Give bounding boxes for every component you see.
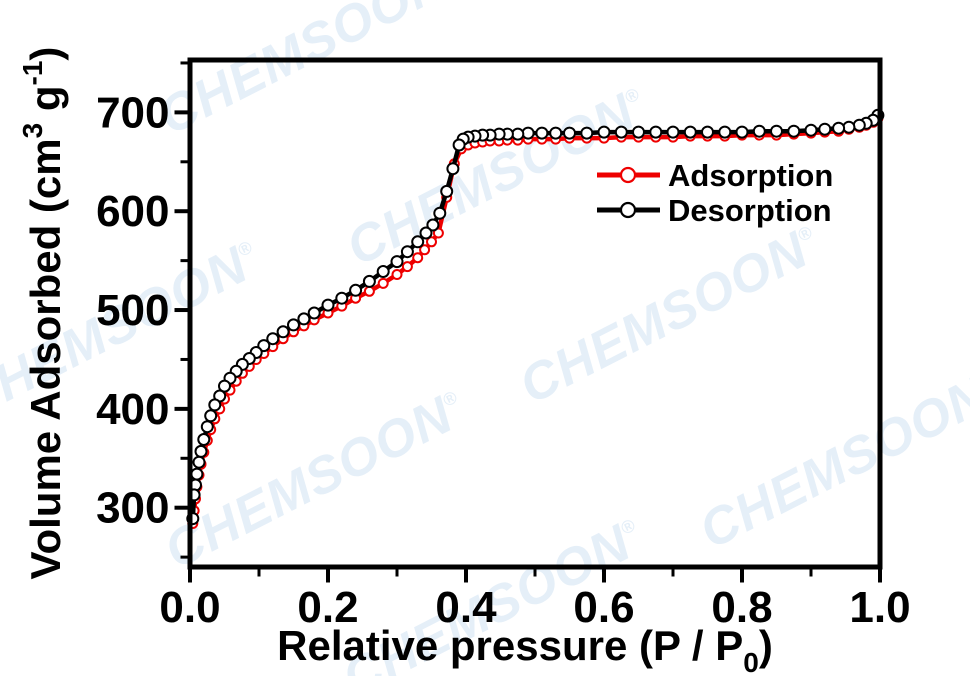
- desorption-marker: [190, 467, 204, 481]
- desorption-marker: [390, 255, 404, 269]
- adsorption-marker: [377, 277, 389, 289]
- adsorption-marker: [412, 252, 424, 264]
- desorption-marker: [433, 206, 447, 220]
- desorption-marker: [204, 409, 218, 423]
- adsorption-marker: [432, 227, 444, 239]
- desorption-marker: [307, 306, 321, 320]
- desorption-marker: [535, 126, 549, 140]
- desorption-marker: [376, 265, 390, 278]
- x-axis-title: Relative pressure (P / P0​): [277, 622, 773, 676]
- desorption-marker: [335, 291, 349, 305]
- desorption-marker: [297, 312, 311, 326]
- desorption-marker: [321, 298, 335, 312]
- y-axis-title: Volume Adsorbed (cm3​ g-1​): [17, 47, 69, 580]
- desorption-marker: [832, 121, 846, 135]
- adsorption-marker: [391, 269, 403, 280]
- desorption-marker: [770, 124, 783, 138]
- desorption-marker: [200, 420, 214, 434]
- chemsoon-watermark: CHEMSOON®: [156, 379, 475, 580]
- desorption-marker: [511, 127, 525, 141]
- chemsoon-watermark: CHEMSOON®: [691, 359, 970, 560]
- desorption-marker: [521, 126, 535, 140]
- desorption-marker: [452, 138, 466, 152]
- desorption-marker: [411, 235, 425, 249]
- y-tick-label: 300: [96, 484, 169, 533]
- y-tick-label: 400: [96, 385, 169, 434]
- legend-marker-desorption: [619, 201, 637, 219]
- desorption-marker: [287, 318, 300, 332]
- desorption-marker: [852, 118, 866, 132]
- desorption-marker: [549, 126, 563, 140]
- desorption-marker: [362, 274, 376, 288]
- desorption-marker: [197, 433, 211, 446]
- desorption-marker: [632, 125, 645, 139]
- legend-marker-adsorption: [619, 166, 637, 184]
- desorption-marker: [446, 162, 460, 176]
- desorption-marker: [426, 218, 440, 232]
- desorption-marker: [701, 125, 714, 139]
- desorption-marker: [276, 325, 290, 339]
- legend-label-adsorption: Adsorption: [668, 158, 833, 193]
- desorption-marker: [597, 125, 611, 139]
- desorption-marker: [266, 332, 280, 346]
- y-tick-label: 600: [96, 187, 169, 236]
- desorption-marker: [649, 125, 663, 139]
- adsorption-marker: [401, 261, 413, 273]
- desorption-marker: [787, 124, 801, 138]
- adsorption-marker: [419, 244, 431, 256]
- chemsoon-watermark: CHEMSOON®: [511, 214, 830, 415]
- y-tick-label: 500: [96, 286, 169, 335]
- desorption-marker: [614, 125, 628, 139]
- x-tick-label: 0.0: [159, 583, 220, 632]
- desorption-marker: [192, 455, 206, 469]
- plot-border: [187, 57, 883, 570]
- y-tick-label: 700: [96, 88, 169, 137]
- desorption-marker: [194, 444, 208, 458]
- x-tick-label: 0.8: [711, 583, 772, 632]
- desorption-marker: [683, 125, 697, 139]
- x-tick-label: 1.0: [849, 583, 910, 632]
- chemsoon-watermark: CHEMSOON®: [150, 0, 469, 146]
- desorption-marker: [752, 124, 766, 138]
- desorption-marker: [218, 379, 231, 393]
- desorption-marker: [419, 226, 433, 240]
- desorption-marker: [818, 122, 832, 136]
- desorption-marker: [440, 184, 454, 198]
- desorption-marker: [580, 126, 594, 140]
- adsorption-marker: [363, 285, 375, 297]
- desorption-marker: [666, 125, 680, 139]
- axes-layer: 0.0 0.2 0.4 0.6 0.8 1.0 300 400 500 600 700 Relativ…: [17, 47, 911, 678]
- desorption-marker: [718, 125, 732, 139]
- desorption-marker: [563, 126, 576, 140]
- series-layer: [186, 108, 885, 529]
- desorption-marker: [804, 123, 818, 137]
- desorption-marker: [208, 398, 222, 412]
- adsorption-marker: [426, 236, 437, 248]
- desorption-marker: [349, 283, 363, 297]
- desorption-marker: [735, 125, 749, 139]
- desorption-marker: [400, 245, 414, 259]
- legend-label-desorption: Desorption: [668, 193, 832, 228]
- desorption-marker: [842, 120, 856, 134]
- x-tick-label: 0.6: [573, 583, 634, 632]
- x-tick-label: 0.4: [435, 583, 497, 632]
- x-tick-label: 0.2: [297, 583, 358, 632]
